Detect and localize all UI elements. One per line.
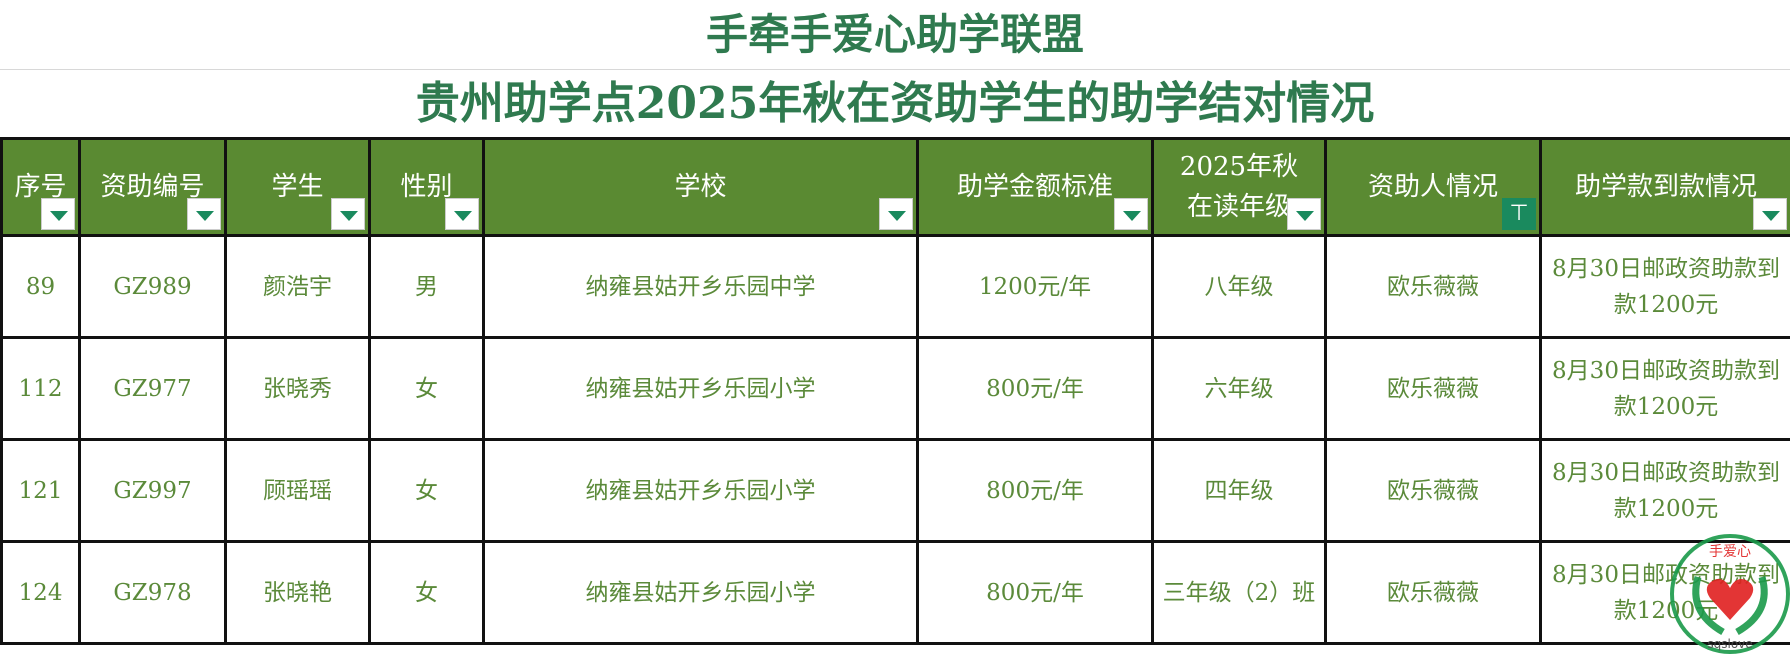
cell-no: 112	[2, 338, 80, 440]
filter-dropdown-button[interactable]	[41, 198, 75, 230]
cell-school: 纳雍县姑开乡乐园中学	[484, 236, 918, 338]
cell-amount: 800元/年	[918, 542, 1153, 644]
column-header-student: 学生	[226, 139, 370, 236]
column-header-gender: 性别	[370, 139, 484, 236]
cell-name: 张晓艳	[226, 542, 370, 644]
logo-watermark: 手爱心 sqslove	[1668, 532, 1790, 656]
column-header-no: 序号	[2, 139, 80, 236]
cell-grade: 六年级	[1153, 338, 1326, 440]
column-header-label: 学校	[674, 172, 726, 202]
column-header-label: 助学金额标准	[957, 172, 1113, 202]
cell-payment: 8月30日邮政资助款到款1200元	[1541, 236, 1790, 338]
filter-dropdown-button[interactable]	[187, 198, 221, 230]
column-header-label: 2025年秋 在读年级	[1180, 152, 1298, 222]
cell-gender: 女	[370, 338, 484, 440]
filter-dropdown-button[interactable]	[445, 198, 479, 230]
filter-dropdown-button[interactable]	[879, 198, 913, 230]
page-subtitle: 贵州助学点2025年秋在资助学生的助学结对情况	[0, 69, 1790, 138]
cell-sponsor: 欧乐薇薇	[1326, 338, 1541, 440]
column-header-amount: 助学金额标准	[918, 139, 1153, 236]
cell-sponsor: 欧乐薇薇	[1326, 542, 1541, 644]
cell-no: 121	[2, 440, 80, 542]
column-header-label: 助学款到款情况	[1575, 172, 1757, 202]
column-header-label: 学生	[271, 172, 323, 202]
cell-name: 张晓秀	[226, 338, 370, 440]
cell-school: 纳雍县姑开乡乐园小学	[484, 440, 918, 542]
column-header-payment: 助学款到款情况	[1541, 139, 1790, 236]
filter-dropdown-button[interactable]	[331, 198, 365, 230]
cell-amount: 800元/年	[918, 440, 1153, 542]
filter-dropdown-button[interactable]	[1114, 198, 1148, 230]
column-header-label: 资助人情况	[1368, 172, 1498, 202]
cell-name: 颜浩宇	[226, 236, 370, 338]
filter-active-icon[interactable]: ⊤	[1502, 198, 1536, 230]
filter-dropdown-button[interactable]	[1287, 198, 1321, 230]
cell-id: GZ989	[80, 236, 226, 338]
cell-grade: 八年级	[1153, 236, 1326, 338]
cell-id: GZ997	[80, 440, 226, 542]
svg-text:sqslove: sqslove	[1707, 637, 1752, 651]
cell-amount: 800元/年	[918, 338, 1153, 440]
cell-grade: 三年级（2）班	[1153, 542, 1326, 644]
cell-gender: 女	[370, 542, 484, 644]
cell-no: 89	[2, 236, 80, 338]
cell-payment: 8月30日邮政资助款到款1200元	[1541, 338, 1790, 440]
column-header-grade: 2025年秋 在读年级	[1153, 139, 1326, 236]
column-header-sponsor: 资助人情况⊤	[1326, 139, 1541, 236]
cell-sponsor: 欧乐薇薇	[1326, 236, 1541, 338]
cell-no: 124	[2, 542, 80, 644]
cell-sponsor: 欧乐薇薇	[1326, 440, 1541, 542]
cell-name: 顾瑶瑶	[226, 440, 370, 542]
svg-text:手爱心: 手爱心	[1709, 544, 1751, 560]
page-title: 手牵手爱心助学联盟	[0, 0, 1790, 70]
cell-gender: 男	[370, 236, 484, 338]
cell-grade: 四年级	[1153, 440, 1326, 542]
cell-amount: 1200元/年	[918, 236, 1153, 338]
column-header-id: 资助编号	[80, 139, 226, 236]
cell-id: GZ977	[80, 338, 226, 440]
filter-dropdown-button[interactable]	[1753, 198, 1787, 230]
cell-school: 纳雍县姑开乡乐园小学	[484, 338, 918, 440]
cell-gender: 女	[370, 440, 484, 542]
cell-school: 纳雍县姑开乡乐园小学	[484, 542, 918, 644]
cell-payment: 8月30日邮政资助款到款1200元	[1541, 440, 1790, 542]
column-header-school: 学校	[484, 139, 918, 236]
cell-id: GZ978	[80, 542, 226, 644]
